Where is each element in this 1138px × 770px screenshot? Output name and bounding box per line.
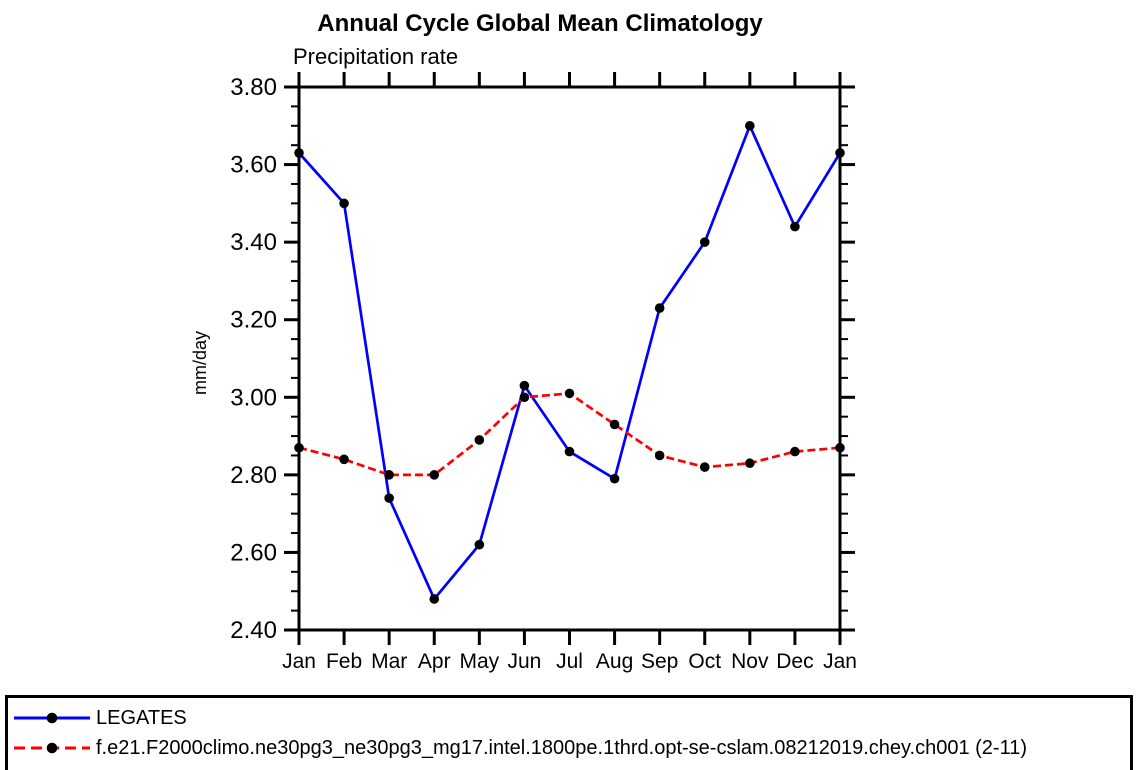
chart-subtitle: Precipitation rate xyxy=(293,44,458,69)
marker-series1-Sep xyxy=(654,450,665,461)
x-tick-label: Nov xyxy=(731,650,769,673)
legend-item-legates: LEGATES xyxy=(8,703,1130,733)
marker-series0-Apr xyxy=(429,594,440,604)
marker-series1-Nov xyxy=(745,458,755,469)
marker-series1-May xyxy=(474,435,485,445)
marker-series0-Jun xyxy=(519,380,530,391)
y-tick-label: 3.00 xyxy=(230,384,277,411)
y-tick-label: 3.80 xyxy=(230,74,277,101)
marker-series1-Jul xyxy=(564,388,575,399)
legend-marker-dot-icon xyxy=(46,742,58,754)
x-tick-label: Apr xyxy=(418,650,451,673)
plot-area: 2.40 2.60 2.80 3.00 3.20 3.40 3.60 3.80 Jan Feb Ma… xyxy=(230,72,857,673)
chart-svg: Annual Cycle Global Mean Climatology Pre… xyxy=(190,10,857,673)
marker-series0-May xyxy=(474,539,485,550)
y-tick-label: 2.40 xyxy=(230,617,277,644)
marker-series1-Dec xyxy=(790,446,800,457)
marker-series1-Feb xyxy=(339,454,349,465)
legend-line-sample-solid xyxy=(14,712,90,724)
marker-series0-Nov xyxy=(745,120,755,131)
legend-line-sample-dashed xyxy=(14,742,90,754)
marker-series0-Jul xyxy=(564,446,575,457)
marker-series0-Mar xyxy=(384,493,394,503)
y-axis-label: mm/day xyxy=(190,331,210,395)
legend-label-legates: LEGATES xyxy=(96,706,187,729)
plot-frame xyxy=(297,85,842,632)
marker-series0-Sep xyxy=(654,303,665,313)
marker-series1-Apr xyxy=(429,470,440,480)
marker-series1-Jun xyxy=(519,392,530,403)
marker-series0-Jan xyxy=(294,148,304,158)
chart-title: Annual Cycle Global Mean Climatology xyxy=(317,10,763,37)
x-tick-label: Dec xyxy=(776,650,813,673)
y-tick-label: 3.20 xyxy=(230,307,277,334)
y-tick-label: 2.60 xyxy=(230,539,277,566)
marker-series1-Jan xyxy=(835,442,845,453)
legend-label-model-run: f.e21.F2000climo.ne30pg3_ne30pg3_mg17.in… xyxy=(96,736,1028,759)
marker-series0-Dec xyxy=(790,221,800,232)
x-tick-label: Mar xyxy=(371,650,407,673)
legend-marker-dot-icon xyxy=(46,712,58,724)
x-tick-label: Jan xyxy=(282,650,316,673)
x-tick-label: Oct xyxy=(688,650,721,673)
marker-series1-Aug xyxy=(609,419,620,430)
y-tick-label: 3.40 xyxy=(230,229,277,256)
y-tick-label: 2.80 xyxy=(230,462,277,489)
marker-series0-Jan xyxy=(835,148,845,158)
x-tick-label: Jan xyxy=(823,650,857,673)
x-tick-label: May xyxy=(459,650,499,673)
marker-series1-Mar xyxy=(384,470,394,480)
x-tick-label: Jun xyxy=(507,650,541,673)
marker-series0-Aug xyxy=(609,473,620,484)
x-tick-label: Jul xyxy=(556,650,583,673)
x-tick-label: Feb xyxy=(326,650,362,673)
series-line-0 xyxy=(297,122,842,602)
x-tick-label: Sep xyxy=(641,650,678,673)
marker-series1-Jan xyxy=(294,442,304,453)
legend-box: LEGATES f.e21.F2000climo.ne30pg3_ne30pg3… xyxy=(5,695,1133,770)
y-tick-label: 3.60 xyxy=(230,152,277,179)
marker-series1-Oct xyxy=(699,462,710,472)
marker-series0-Oct xyxy=(699,237,710,247)
legend-item-model-run: f.e21.F2000climo.ne30pg3_ne30pg3_mg17.in… xyxy=(8,733,1130,763)
marker-series0-Feb xyxy=(339,198,349,209)
x-tick-label: Aug xyxy=(596,650,633,673)
